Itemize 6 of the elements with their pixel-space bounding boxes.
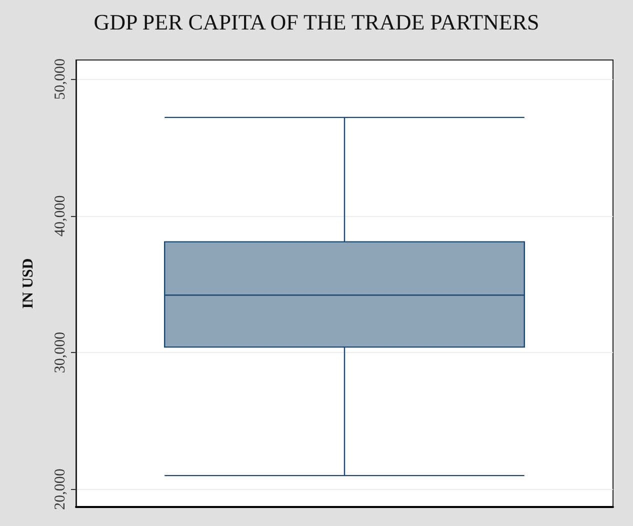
y-tick-label: 20,000 (52, 468, 68, 510)
y-tick-label: 40,000 (52, 195, 68, 236)
chart-title: GDP PER CAPITA OF THE TRADE PARTNERS (94, 10, 540, 34)
y-tick-label: 30,000 (52, 332, 68, 374)
y-axis-title: IN USD (20, 258, 36, 309)
y-tick-label: 50,000 (52, 58, 68, 100)
